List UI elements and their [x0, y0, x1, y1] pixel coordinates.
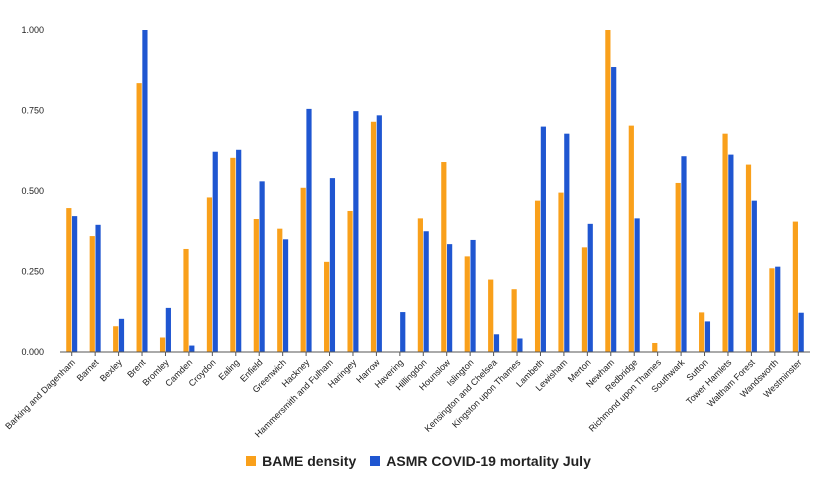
legend: BAME density ASMR COVID-19 mortality Jul… [0, 453, 837, 469]
y-tick-label: 0.750 [21, 106, 44, 116]
bar-bame-density [581, 247, 588, 352]
legend-swatch-asmr [370, 456, 381, 466]
bar-asmr-mortality [681, 156, 687, 352]
y-axis: 0.000 0.250 0.500 0.750 1.000 [21, 25, 44, 357]
bar-bame-density [675, 182, 681, 352]
y-tick-label: 0.000 [21, 347, 44, 357]
bar-bame-density [417, 218, 423, 352]
bar-asmr-mortality [329, 178, 336, 352]
y-tick-label: 0.500 [21, 186, 44, 196]
bar-asmr-mortality [142, 30, 148, 352]
bar-asmr-mortality [517, 338, 523, 352]
bar-asmr-mortality [376, 115, 382, 352]
bar-asmr-mortality [470, 239, 476, 352]
bar-asmr-mortality [704, 321, 711, 352]
bar-asmr-mortality [423, 231, 429, 352]
bar-asmr-mortality [634, 218, 640, 352]
bar-bame-density [511, 289, 517, 352]
bar-bame-density [464, 256, 470, 352]
bar-bame-density [488, 279, 494, 352]
bars [66, 30, 804, 353]
bar-bame-density [628, 125, 634, 352]
bar-bame-density [534, 200, 541, 352]
bar-asmr-mortality [212, 151, 218, 352]
bar-asmr-mortality [189, 345, 195, 352]
bar-bame-density [605, 30, 611, 352]
bar-bame-density [324, 261, 330, 352]
bar-asmr-mortality [564, 133, 570, 352]
bar-asmr-mortality [95, 224, 101, 352]
bar-bame-density [253, 219, 259, 352]
bar-asmr-mortality [400, 312, 406, 352]
bar-bame-density [277, 228, 283, 352]
legend-label-bame: BAME density [262, 453, 357, 469]
legend-item-bame: BAME density [246, 453, 356, 469]
bar-asmr-mortality [728, 154, 734, 352]
bar-bame-density [159, 337, 166, 352]
bar-asmr-mortality [236, 149, 242, 352]
bar-asmr-mortality [118, 318, 125, 352]
bar-asmr-mortality [611, 67, 617, 352]
y-tick-label: 1.000 [21, 25, 44, 35]
bar-bame-density [89, 236, 95, 352]
bar-bame-density [652, 342, 658, 352]
legend-swatch-bame [246, 456, 257, 466]
bar-bame-density [792, 221, 798, 352]
x-category-label: Bexley [98, 357, 125, 384]
bar-bame-density [347, 210, 353, 352]
bar-asmr-mortality [587, 223, 593, 352]
y-tick-label: 0.250 [21, 267, 44, 277]
bar-asmr-mortality [751, 200, 757, 352]
bar-asmr-mortality [493, 334, 500, 352]
legend-item-asmr: ASMR COVID-19 mortality July [370, 453, 591, 469]
bar-bame-density [136, 83, 142, 352]
x-category-label: Barnet [75, 357, 101, 383]
bar-bame-density [699, 312, 705, 352]
bar-bame-density [745, 164, 752, 352]
bar-asmr-mortality [447, 244, 453, 352]
bar-bame-density [113, 326, 119, 352]
bar-bame-density [230, 157, 236, 352]
bar-bame-density [558, 192, 564, 352]
x-category-label: Barking and Dagenham [3, 357, 77, 431]
bar-asmr-mortality [775, 266, 781, 352]
bar-bame-density [722, 133, 728, 352]
bar-asmr-mortality [259, 181, 265, 352]
bar-asmr-mortality [282, 239, 289, 352]
bar-bame-density [441, 162, 447, 352]
bar-bame-density [206, 197, 213, 352]
bar-asmr-mortality [165, 307, 171, 352]
bar-asmr-mortality [306, 108, 312, 352]
bar-bame-density [183, 248, 189, 352]
bar-bame-density [769, 268, 775, 352]
bar-bame-density [300, 187, 306, 352]
bar-bame-density [370, 121, 377, 353]
bar-asmr-mortality [540, 126, 546, 352]
bar-bame-density [66, 208, 72, 352]
legend-label-asmr: ASMR COVID-19 mortality July [386, 453, 591, 469]
bar-asmr-mortality [72, 216, 78, 352]
bar-asmr-mortality [353, 111, 359, 352]
x-category-label: Ealing [216, 357, 241, 382]
bar-asmr-mortality [798, 312, 804, 352]
